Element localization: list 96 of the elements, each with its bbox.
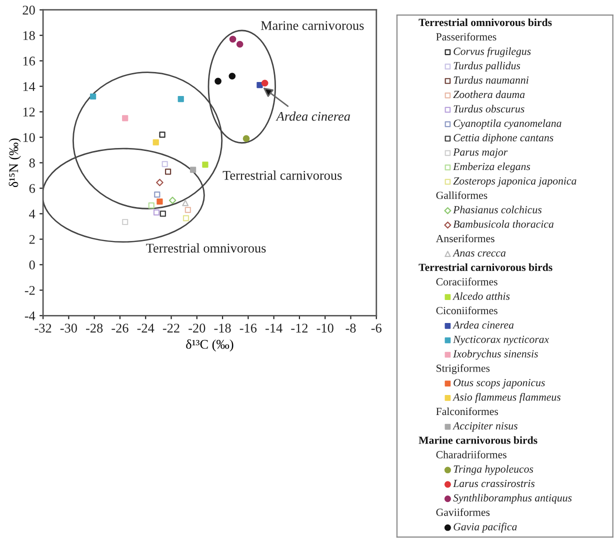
x-tick-label: -16 bbox=[240, 324, 257, 333]
text: Terrestrial omnivorous birds bbox=[418, 18, 552, 26]
point bbox=[148, 202, 154, 208]
y-tick-label: 16 bbox=[23, 56, 36, 66]
text: Anseriformes bbox=[436, 234, 494, 242]
x-tick-label: -26 bbox=[112, 324, 128, 333]
legend-label: Turdus pallidus bbox=[454, 62, 520, 72]
legend-label: Anas crecca bbox=[452, 249, 506, 257]
point bbox=[154, 192, 160, 198]
point bbox=[229, 36, 236, 43]
point bbox=[168, 196, 176, 204]
point bbox=[156, 198, 163, 205]
legend-label: Nycticorax nycticorax bbox=[453, 336, 549, 346]
point bbox=[162, 160, 168, 168]
y-tick-label: 8 bbox=[29, 158, 35, 168]
legend-label: Gavia pacifica bbox=[454, 522, 517, 533]
point bbox=[164, 168, 172, 175]
point bbox=[159, 132, 166, 138]
x-tick-label: -12 bbox=[291, 324, 308, 332]
text: Falconiformes bbox=[436, 407, 498, 416]
legend-label: Ardea cinerea bbox=[452, 321, 514, 329]
x-tick-label: -24 bbox=[137, 324, 154, 332]
x-tick-label: -10 bbox=[316, 324, 334, 333]
text: Strigiformes bbox=[436, 364, 490, 374]
point bbox=[256, 82, 263, 88]
legend-label: Zoothera dauma bbox=[453, 90, 525, 98]
legend-label: Tringa hypoleucos bbox=[454, 465, 534, 475]
annotation: Marine carnivorous bbox=[260, 21, 364, 30]
legend-label: Asio flammeus flammeus bbox=[452, 393, 561, 403]
legend-label: Accipiter nisus bbox=[452, 422, 518, 432]
point bbox=[261, 80, 268, 87]
point bbox=[202, 162, 208, 168]
text: Charadriiformes bbox=[436, 450, 506, 458]
x-axis-title: δ¹³C (‰) bbox=[186, 339, 234, 352]
point bbox=[184, 206, 191, 213]
point bbox=[90, 93, 96, 100]
legend-label: Phasianus colchicus bbox=[453, 206, 542, 214]
x-tick-label: -6 bbox=[371, 324, 382, 333]
text: Passeriformes bbox=[436, 32, 496, 40]
point bbox=[236, 40, 244, 48]
point bbox=[190, 166, 196, 173]
y-tick-label: 6 bbox=[29, 184, 36, 193]
y-tick-label: 0 bbox=[29, 260, 35, 270]
point bbox=[153, 209, 160, 216]
text: Ciconiiformes bbox=[436, 306, 498, 314]
legend-label: Bambusicola thoracica bbox=[453, 220, 554, 228]
legend-label: Corvus frugilegus bbox=[454, 47, 531, 58]
legend-label: Emberiza elegans bbox=[452, 162, 530, 172]
y-tick-label: 4 bbox=[29, 210, 36, 218]
x-tick-label: -22 bbox=[162, 324, 180, 332]
x-tick-label: -28 bbox=[86, 324, 103, 333]
y-tick-label: 20 bbox=[22, 6, 35, 15]
text: Coraciiformes bbox=[436, 278, 498, 286]
x-tick-label: -32 bbox=[34, 324, 52, 333]
legend-label: Otus scops japonicus bbox=[454, 378, 545, 388]
x-tick-label: -20 bbox=[188, 324, 206, 333]
point bbox=[122, 115, 128, 122]
legend-label: Turdus naumanni bbox=[454, 76, 529, 84]
annotation: Ardea cinerea bbox=[276, 112, 350, 121]
y-tick-label: 12 bbox=[23, 108, 35, 116]
y-tick-label: -4 bbox=[24, 312, 36, 320]
text: Gaviiformes bbox=[436, 508, 490, 516]
x-tick-label: -30 bbox=[60, 324, 77, 333]
text: Marine carnivorous birds bbox=[418, 436, 538, 444]
point bbox=[242, 135, 250, 142]
x-tick-label: -14 bbox=[266, 324, 282, 332]
text: Galliformes bbox=[436, 191, 488, 199]
point bbox=[182, 200, 189, 206]
y-tick-label: -2 bbox=[24, 286, 35, 295]
legend-label: Alcedo atthis bbox=[452, 292, 510, 300]
y-tick-label: 2 bbox=[29, 235, 35, 244]
legend-label: Turdus obscurus bbox=[454, 104, 524, 113]
y-axis-title: δ¹⁵N (‰) bbox=[8, 138, 21, 188]
point bbox=[122, 218, 128, 226]
legend-label: Zosterops japonica japonica bbox=[453, 177, 576, 187]
y-tick-label: 18 bbox=[23, 31, 35, 40]
legend-label: Ixobrychus sinensis bbox=[453, 350, 538, 360]
y-tick-label: 14 bbox=[23, 82, 36, 91]
legend-label: Cettia diphone cantans bbox=[454, 134, 554, 144]
point bbox=[156, 178, 164, 186]
point bbox=[178, 96, 184, 102]
legend-label: Parus major bbox=[453, 148, 508, 158]
point bbox=[152, 139, 159, 146]
point bbox=[228, 72, 236, 80]
annotation: Terrestrial omnivorous bbox=[146, 243, 266, 253]
point bbox=[182, 215, 190, 222]
legend-label: Cyanoptila cyanomelana bbox=[454, 119, 562, 130]
point bbox=[214, 78, 222, 85]
x-tick-label: -18 bbox=[214, 324, 231, 333]
legend-label: Larus crassirostris bbox=[452, 480, 535, 488]
annotation: Terrestrial carnivorous bbox=[222, 170, 342, 180]
text: Terrestrial carnivorous birds bbox=[418, 263, 552, 272]
legend-label: Synthliboramphus antiquus bbox=[453, 494, 572, 504]
y-tick-label: 10 bbox=[23, 133, 35, 142]
x-tick-label: -8 bbox=[346, 324, 356, 333]
point bbox=[160, 210, 166, 217]
